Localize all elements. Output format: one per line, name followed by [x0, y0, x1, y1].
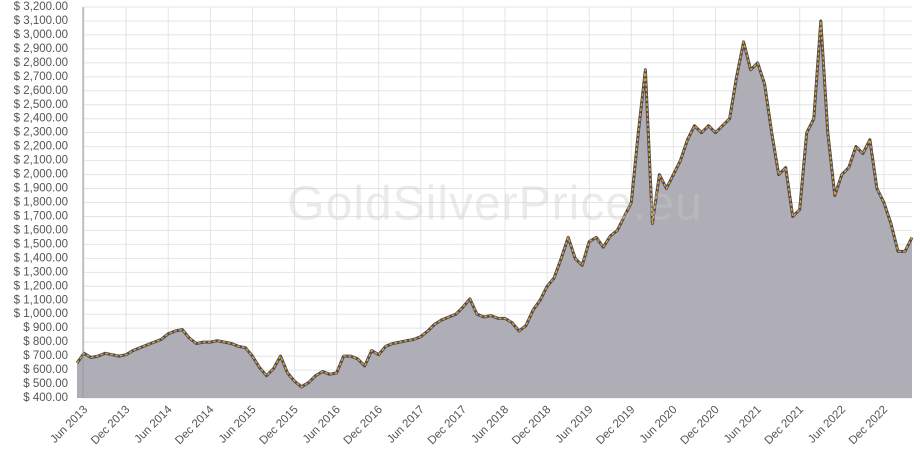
x-tick-label: Dec 2021	[763, 404, 806, 447]
y-tick-label: $ 1,000.00	[14, 308, 68, 320]
x-tick-label: Dec 2015	[257, 404, 300, 447]
x-tick-label: Dec 2013	[89, 404, 132, 447]
y-tick-label: $ 1,800.00	[14, 197, 68, 209]
y-tick-label: $ 2,300.00	[14, 127, 68, 139]
x-tick-label: Dec 2018	[510, 404, 553, 447]
y-tick-label: $ 3,000.00	[14, 29, 68, 41]
y-tick-label: $ 800.00	[23, 336, 68, 348]
x-tick-label: Dec 2022	[847, 404, 890, 447]
y-tick-label: $ 2,900.00	[14, 43, 68, 55]
y-tick-label: $ 3,100.00	[14, 15, 68, 27]
x-tick-label: Dec 2019	[594, 404, 637, 447]
y-tick-label: $ 2,600.00	[14, 85, 68, 97]
x-tick-label: Jun 2019	[554, 404, 596, 446]
y-tick-label: $ 600.00	[23, 364, 68, 376]
watermark: GoldSilverPrice.eu	[287, 178, 703, 231]
y-tick-label: $ 1,200.00	[14, 280, 68, 292]
y-tick-label: $ 1,600.00	[14, 224, 68, 236]
y-tick-label: $ 2,000.00	[14, 169, 68, 181]
y-tick-label: $ 400.00	[23, 392, 68, 404]
x-tick-label: Jun 2017	[385, 404, 427, 446]
x-tick-label: Jun 2015	[217, 404, 259, 446]
area	[77, 21, 912, 398]
x-tick-label: Jun 2020	[638, 404, 680, 446]
x-tick-label: Jun 2016	[301, 404, 343, 446]
y-tick-label: $ 2,500.00	[14, 99, 68, 111]
y-tick-label: $ 2,200.00	[14, 141, 68, 153]
y-tick-label: $ 1,300.00	[14, 266, 68, 278]
y-tick-label: $ 1,900.00	[14, 183, 68, 195]
y-tick-label: $ 1,700.00	[14, 210, 68, 222]
y-tick-label: $ 3,200.00	[14, 1, 68, 13]
x-tick-label: Jun 2022	[806, 404, 848, 446]
y-tick-label: $ 2,800.00	[14, 57, 68, 69]
y-tick-label: $ 1,500.00	[14, 238, 68, 250]
y-tick-label: $ 2,100.00	[14, 155, 68, 167]
x-tick-label: Dec 2016	[342, 404, 385, 447]
y-tick-label: $ 700.00	[23, 350, 68, 362]
y-tick-label: $ 1,100.00	[14, 294, 68, 306]
x-tick-label: Jun 2013	[48, 404, 90, 446]
x-tick-label: Dec 2017	[426, 404, 469, 447]
x-tick-label: Dec 2014	[173, 403, 217, 447]
y-tick-label: $ 900.00	[23, 322, 68, 334]
line	[76, 20, 913, 388]
y-tick-label: $ 2,700.00	[14, 71, 68, 83]
y-tick-label: $ 1,400.00	[14, 252, 68, 264]
x-tick-label: Jun 2018	[469, 404, 511, 446]
y-tick-label: $ 500.00	[23, 378, 68, 390]
y-tick-label: $ 2,400.00	[14, 113, 68, 125]
x-tick-label: Jun 2021	[722, 404, 764, 446]
x-tick-label: Jun 2014	[133, 403, 175, 445]
x-tick-label: Dec 2020	[678, 404, 721, 447]
